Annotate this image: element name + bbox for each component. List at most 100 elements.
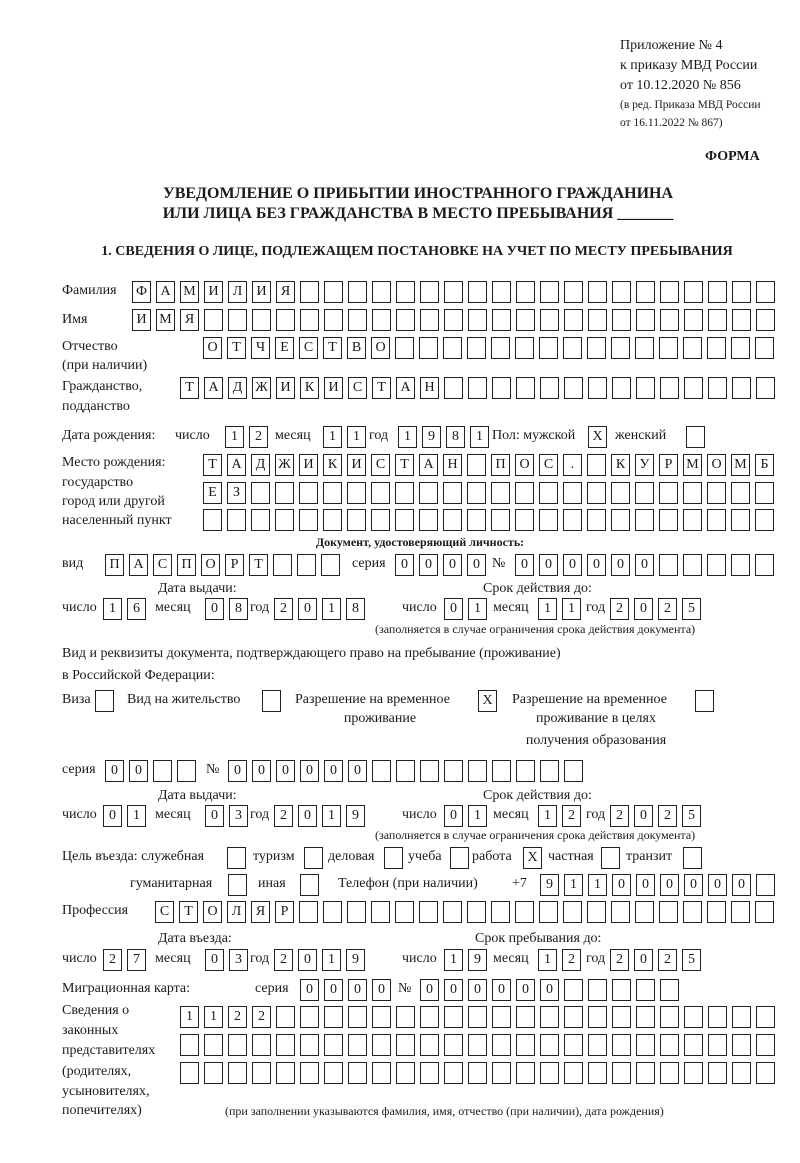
birthplace-3-cell[interactable] (731, 509, 750, 531)
purpose-work-checkbox[interactable]: X (523, 847, 542, 869)
reps-2-cell[interactable] (564, 1034, 583, 1056)
doc-valid-year-cell[interactable]: 2 (610, 598, 629, 620)
stay-issue-month-cell[interactable]: 0 (205, 805, 224, 827)
name-cell[interactable] (468, 309, 487, 331)
doc-issue-day-cell[interactable]: 1 (103, 598, 122, 620)
doc-number-cell[interactable]: 0 (563, 554, 582, 576)
reps-1-cell[interactable] (612, 1006, 631, 1028)
profession-cell[interactable] (707, 901, 726, 923)
stay-number-cell[interactable] (564, 760, 583, 782)
surname-cell[interactable] (492, 281, 511, 303)
reps-3-cell[interactable] (300, 1062, 319, 1084)
entry-year-cell[interactable]: 1 (322, 949, 341, 971)
surname-cell[interactable] (516, 281, 535, 303)
citizenship-cell[interactable] (444, 377, 463, 399)
stay-series-cell[interactable]: 0 (105, 760, 124, 782)
phone-cell[interactable]: 0 (660, 874, 679, 896)
phone-cell[interactable]: 1 (588, 874, 607, 896)
stay-valid-day-cell[interactable]: 1 (468, 805, 487, 827)
sex-female-checkbox[interactable] (686, 426, 705, 448)
name-cell[interactable] (492, 309, 511, 331)
entry-day-cell[interactable]: 2 (103, 949, 122, 971)
phone-cell[interactable]: 9 (540, 874, 559, 896)
purpose-study-checkbox[interactable] (450, 847, 469, 869)
patronymic-cell[interactable]: Е (275, 337, 294, 359)
doc-type-cell[interactable]: Р (225, 554, 244, 576)
reps-3-cell[interactable] (420, 1062, 439, 1084)
mig-number-cell[interactable]: 0 (516, 979, 535, 1001)
patronymic-cell[interactable] (515, 337, 534, 359)
citizenship-cell[interactable] (516, 377, 535, 399)
patronymic-cell[interactable] (563, 337, 582, 359)
surname-cell[interactable]: Ф (132, 281, 151, 303)
patronymic-cell[interactable] (635, 337, 654, 359)
name-cell[interactable] (252, 309, 271, 331)
patronymic-cell[interactable] (491, 337, 510, 359)
birthplace-3-cell[interactable] (707, 509, 726, 531)
doc-type-cell[interactable]: П (177, 554, 196, 576)
birthplace-3-cell[interactable] (419, 509, 438, 531)
birth-month-cell[interactable]: 1 (323, 426, 342, 448)
stay-issue-year-cell[interactable]: 0 (298, 805, 317, 827)
birthplace-2-cell[interactable] (347, 482, 366, 504)
name-cell[interactable] (684, 309, 703, 331)
surname-cell[interactable] (324, 281, 343, 303)
doc-issue-year-cell[interactable]: 0 (298, 598, 317, 620)
citizenship-cell[interactable] (636, 377, 655, 399)
stay-issue-year-cell[interactable]: 2 (274, 805, 293, 827)
profession-cell[interactable] (515, 901, 534, 923)
reps-2-cell[interactable] (300, 1034, 319, 1056)
birthplace-1-cell[interactable]: С (371, 454, 390, 476)
birthplace-3-cell[interactable] (659, 509, 678, 531)
mig-series-cell[interactable]: 0 (300, 979, 319, 1001)
reps-2-cell[interactable] (756, 1034, 775, 1056)
mig-number-cell[interactable] (636, 979, 655, 1001)
surname-cell[interactable]: Л (228, 281, 247, 303)
purpose-other-checkbox[interactable] (300, 874, 319, 896)
doc-valid-day-cell[interactable]: 1 (468, 598, 487, 620)
entry-month-cell[interactable]: 0 (205, 949, 224, 971)
phone-cell[interactable]: 0 (732, 874, 751, 896)
surname-cell[interactable] (708, 281, 727, 303)
reps-1-cell[interactable] (732, 1006, 751, 1028)
birthplace-2-cell[interactable] (275, 482, 294, 504)
doc-number-cell[interactable] (731, 554, 750, 576)
phone-cell[interactable] (756, 874, 775, 896)
name-cell[interactable] (732, 309, 751, 331)
birthplace-1-cell[interactable]: Н (443, 454, 462, 476)
citizenship-cell[interactable] (588, 377, 607, 399)
doc-issue-year-cell[interactable]: 1 (322, 598, 341, 620)
until-day-cell[interactable]: 1 (444, 949, 463, 971)
birthplace-1-cell[interactable]: У (635, 454, 654, 476)
stay-valid-month-cell[interactable]: 1 (538, 805, 557, 827)
profession-cell[interactable] (347, 901, 366, 923)
doc-series-cell[interactable]: 0 (419, 554, 438, 576)
entry-year-cell[interactable]: 0 (298, 949, 317, 971)
doc-type-cell[interactable]: С (153, 554, 172, 576)
citizenship-cell[interactable]: Т (180, 377, 199, 399)
stay-issue-day-cell[interactable]: 0 (103, 805, 122, 827)
profession-cell[interactable] (755, 901, 774, 923)
name-cell[interactable] (540, 309, 559, 331)
birthplace-1-cell[interactable]: Б (755, 454, 774, 476)
name-cell[interactable] (228, 309, 247, 331)
stay-valid-year-cell[interactable]: 2 (610, 805, 629, 827)
surname-cell[interactable]: И (252, 281, 271, 303)
mig-number-cell[interactable]: 0 (444, 979, 463, 1001)
until-month-cell[interactable]: 2 (562, 949, 581, 971)
reps-2-cell[interactable] (516, 1034, 535, 1056)
reps-2-cell[interactable] (252, 1034, 271, 1056)
reps-1-cell[interactable]: 1 (204, 1006, 223, 1028)
mig-number-cell[interactable]: 0 (468, 979, 487, 1001)
reps-3-cell[interactable] (324, 1062, 343, 1084)
citizenship-cell[interactable] (684, 377, 703, 399)
birthplace-1-cell[interactable]: Р (659, 454, 678, 476)
birthplace-1-cell[interactable]: О (515, 454, 534, 476)
birthplace-3-cell[interactable] (491, 509, 510, 531)
surname-cell[interactable] (420, 281, 439, 303)
name-cell[interactable] (588, 309, 607, 331)
surname-cell[interactable] (348, 281, 367, 303)
reps-3-cell[interactable] (468, 1062, 487, 1084)
sex-male-checkbox[interactable]: X (588, 426, 607, 448)
until-year-cell[interactable]: 5 (682, 949, 701, 971)
